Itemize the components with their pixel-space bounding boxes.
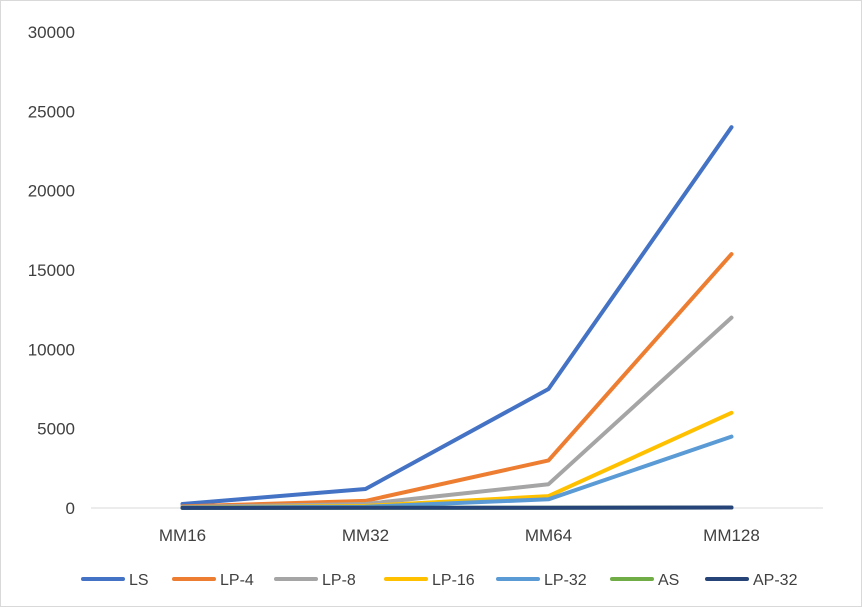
- legend-item-lp-4: LP-4: [174, 572, 254, 589]
- legend-item-lp-8: LP-8: [276, 572, 356, 589]
- y-tick-label: 10000: [28, 340, 75, 359]
- y-tick-label: 0: [66, 499, 75, 518]
- legend: LS LP-4 LP-8 LP-16 LP-32 AS AP-32: [83, 572, 798, 589]
- y-tick-label: 25000: [28, 102, 75, 121]
- legend-item-as: AS: [612, 572, 679, 589]
- x-tick-label: MM64: [525, 526, 572, 545]
- y-tick-label: 15000: [28, 261, 75, 280]
- legend-item-ap-32: AP-32: [707, 572, 798, 589]
- x-tick-label: MM16: [159, 526, 206, 545]
- y-tick-label: 5000: [37, 420, 75, 439]
- legend-label: AP-32: [753, 572, 798, 589]
- legend-label: AS: [658, 572, 679, 589]
- y-axis-tick-labels: 0 5000 10000 15000 20000 25000 30000: [28, 23, 75, 518]
- x-tick-label: MM128: [703, 526, 760, 545]
- legend-label: LP-16: [432, 572, 475, 589]
- legend-label: LP-8: [322, 572, 356, 589]
- legend-item-lp-32: LP-32: [498, 572, 587, 589]
- legend-label: LP-4: [220, 572, 254, 589]
- series-line-ls: [183, 127, 732, 504]
- legend-item-ls: LS: [83, 572, 149, 589]
- y-tick-label: 30000: [28, 23, 75, 42]
- series-lines: [183, 127, 732, 508]
- series-line-lp-4: [183, 254, 732, 506]
- legend-label: LS: [129, 572, 149, 589]
- y-tick-label: 20000: [28, 182, 75, 201]
- x-tick-label: MM32: [342, 526, 389, 545]
- legend-label: LP-32: [544, 572, 587, 589]
- x-axis-tick-labels: MM16 MM32 MM64 MM128: [159, 526, 760, 545]
- legend-item-lp-16: LP-16: [386, 572, 475, 589]
